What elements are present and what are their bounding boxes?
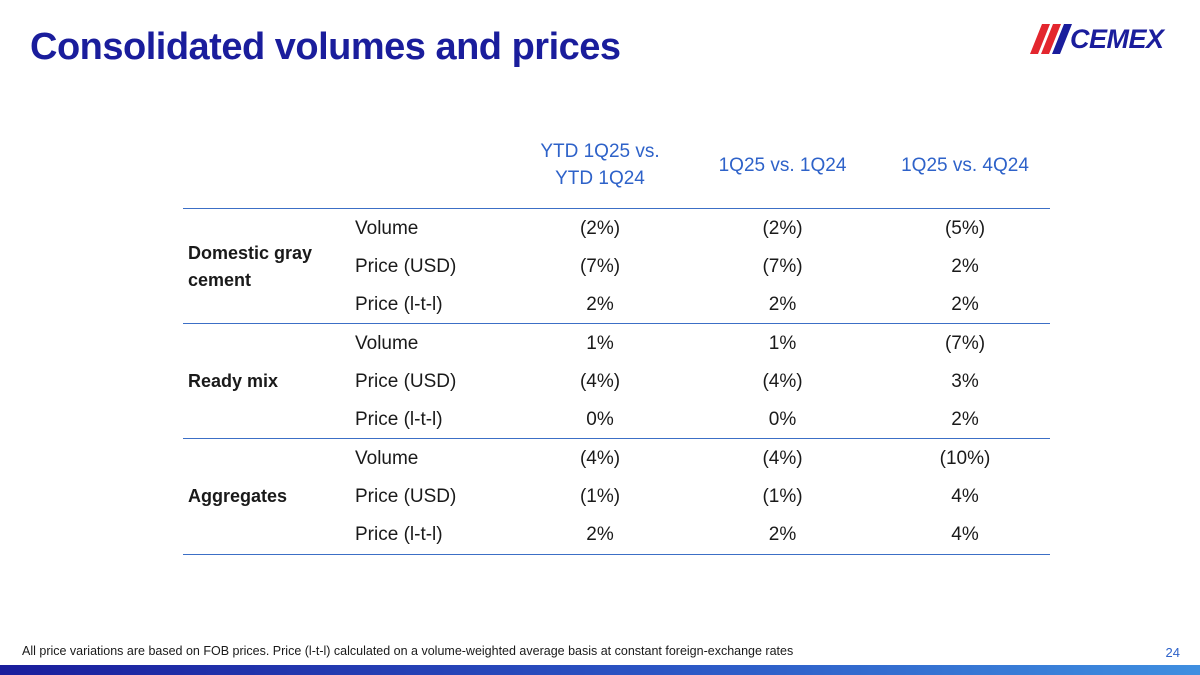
page-title: Consolidated volumes and prices bbox=[30, 26, 621, 68]
value-cell: 1% bbox=[768, 333, 797, 354]
value-cell: (1%) bbox=[579, 486, 621, 507]
bottom-accent-bar bbox=[0, 665, 1200, 675]
metric-label: Volume bbox=[355, 218, 419, 239]
cemex-stripes-icon bbox=[1030, 24, 1072, 54]
group-label-line: Domestic gray bbox=[188, 242, 313, 263]
table-row: Volume (2%) (2%) (5%) bbox=[183, 210, 1050, 248]
column-header-yoy: 1Q25 vs. 1Q24 bbox=[718, 155, 847, 176]
value-cell: 0% bbox=[768, 409, 797, 430]
table-row: Volume (4%) (4%) (10%) bbox=[183, 440, 1050, 478]
value-cell: 4% bbox=[951, 524, 979, 545]
column-header-line: YTD 1Q24 bbox=[555, 168, 645, 189]
value-cell: (2%) bbox=[762, 218, 803, 239]
group-ready-mix: Ready mix Volume 1% 1% (7%) Price (USD) … bbox=[183, 323, 1050, 439]
metric-label: Price (l-t-l) bbox=[355, 409, 443, 430]
value-cell: 2% bbox=[586, 294, 614, 315]
value-cell: 2% bbox=[951, 294, 979, 315]
value-cell: (5%) bbox=[944, 218, 986, 239]
value-cell: 2% bbox=[768, 524, 797, 545]
value-cell: (4%) bbox=[762, 371, 803, 392]
column-header-ytd: YTD 1Q25 vs. YTD 1Q24 bbox=[510, 138, 690, 192]
group-label-line: cement bbox=[188, 269, 252, 290]
cemex-logo: CEMEX bbox=[1030, 22, 1188, 56]
table-row: Volume 1% 1% (7%) bbox=[183, 325, 1050, 363]
value-cell: 1% bbox=[586, 333, 614, 354]
value-cell: (4%) bbox=[579, 448, 621, 469]
metric-label: Price (l-t-l) bbox=[355, 524, 443, 545]
value-cell: (1%) bbox=[762, 486, 803, 507]
group-label-line: Aggregates bbox=[188, 486, 288, 506]
table-row: Price (USD) (4%) (4%) 3% bbox=[183, 363, 1050, 401]
page-number: 24 bbox=[1165, 645, 1180, 660]
value-cell: (2%) bbox=[579, 218, 621, 239]
group-label-line: Ready mix bbox=[188, 371, 279, 391]
metric-label: Volume bbox=[355, 333, 419, 354]
footnote: All price variations are based on FOB pr… bbox=[22, 644, 794, 658]
value-cell: (4%) bbox=[762, 448, 803, 469]
group-aggregates: Aggregates Volume (4%) (4%) (10%) Price … bbox=[183, 438, 1050, 555]
column-header-qoq: 1Q25 vs. 4Q24 bbox=[901, 155, 1029, 176]
metric-label: Price (l-t-l) bbox=[355, 294, 443, 315]
table-row: Price (l-t-l) 0% 0% 2% bbox=[183, 401, 1050, 439]
value-cell: 0% bbox=[586, 409, 614, 430]
table-row: Price (USD) (7%) (7%) 2% bbox=[183, 248, 1050, 286]
group-label: Ready mix bbox=[188, 324, 348, 439]
column-header-line: YTD 1Q25 vs. bbox=[540, 141, 660, 162]
table-row: Price (l-t-l) 2% 2% 2% bbox=[183, 286, 1050, 324]
value-cell: 2% bbox=[951, 256, 979, 277]
metric-label: Price (USD) bbox=[355, 371, 457, 392]
metric-label: Volume bbox=[355, 448, 419, 469]
value-cell: (4%) bbox=[579, 371, 621, 392]
value-cell: (7%) bbox=[579, 256, 621, 277]
metric-label: Price (USD) bbox=[355, 256, 457, 277]
value-cell: 2% bbox=[586, 524, 614, 545]
group-label: Domestic gray cement bbox=[188, 209, 348, 324]
value-cell: (7%) bbox=[944, 333, 986, 354]
value-cell: (7%) bbox=[762, 256, 803, 277]
value-cell: 3% bbox=[951, 371, 979, 392]
group-domestic-gray-cement: Domestic gray cement Volume (2%) (2%) (5… bbox=[183, 208, 1050, 324]
group-label: Aggregates bbox=[188, 439, 348, 554]
logo-text: CEMEX bbox=[1070, 23, 1164, 54]
table-row: Price (USD) (1%) (1%) 4% bbox=[183, 478, 1050, 516]
value-cell: 2% bbox=[768, 294, 797, 315]
value-cell: 4% bbox=[951, 486, 979, 507]
value-cell: (10%) bbox=[939, 448, 991, 469]
metric-label: Price (USD) bbox=[355, 486, 457, 507]
table-row: Price (l-t-l) 2% 2% 4% bbox=[183, 516, 1050, 554]
value-cell: 2% bbox=[951, 409, 979, 430]
